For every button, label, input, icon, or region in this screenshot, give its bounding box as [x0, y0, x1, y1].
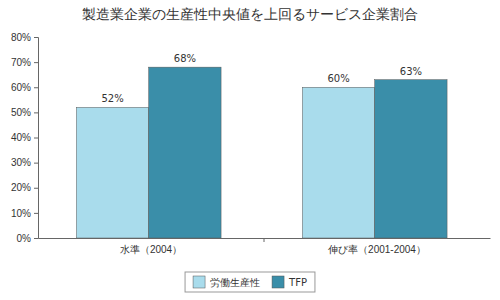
y-tick-mark	[34, 138, 38, 139]
data-label: 63%	[400, 66, 422, 77]
data-label: 60%	[327, 73, 349, 84]
y-tick-mark	[34, 213, 38, 214]
y-tick: 70%	[11, 57, 38, 68]
y-axis-line	[34, 38, 39, 239]
bar	[375, 80, 447, 238]
title: 製造業企業の生産性中央値を上回るサービス企業割合	[82, 6, 418, 22]
y-tick: 80%	[11, 32, 38, 43]
legend: 労働生産性 TFP	[185, 272, 315, 292]
data-label: 68%	[174, 53, 196, 64]
y-tick-mark	[34, 37, 38, 38]
y-tick-label: 70%	[11, 57, 31, 68]
y-tick-mark	[34, 188, 38, 189]
x-tick-label: 水準（2004）	[120, 244, 182, 255]
y-tick-label: 20%	[11, 182, 31, 193]
chart: 製造業企業の生産性中央値を上回るサービス企業割合 52% 60% 68% 63% 0% 10…	[0, 0, 500, 300]
y-tick: 50%	[11, 107, 38, 118]
y-tick-label: 50%	[11, 107, 31, 118]
y-tick: 0%	[17, 233, 38, 244]
legend-box	[185, 272, 315, 292]
y-tick-mark	[34, 112, 38, 113]
y-tick-mark	[34, 62, 38, 63]
data-labels: 52% 60% 68% 63%	[101, 53, 422, 104]
x-tick: 伸び率（2001-2004）	[328, 238, 426, 255]
y-tick: 20%	[11, 182, 38, 193]
y-tick-mark	[34, 163, 38, 164]
category-separator	[264, 238, 265, 242]
legend-swatch	[272, 276, 284, 288]
data-label: 52%	[101, 93, 123, 104]
bars	[76, 67, 447, 238]
legend-item: 労働生産性	[193, 276, 260, 288]
y-tick-label: 40%	[11, 132, 31, 143]
y-tick: 40%	[11, 132, 38, 143]
y-tick-label: 60%	[11, 82, 31, 93]
y-tick: 60%	[11, 82, 38, 93]
y-tick: 10%	[11, 208, 38, 219]
bar	[302, 87, 374, 238]
y-tick-label: 80%	[11, 32, 31, 43]
x-axis: 水準（2004） 伸び率（2001-2004）	[39, 238, 491, 255]
y-tick: 30%	[11, 157, 38, 168]
y-tick-mark	[34, 238, 38, 239]
bar	[149, 67, 221, 238]
bar	[76, 107, 148, 238]
legend-item: TFP	[272, 276, 307, 288]
y-tick-mark	[34, 87, 38, 88]
y-axis: 0% 10% 20% 30% 40% 50% 60% 70% 80%	[11, 32, 39, 244]
x-tick-label: 伸び率（2001-2004）	[328, 244, 426, 255]
x-tick: 水準（2004）	[120, 238, 182, 255]
y-tick-label: 30%	[11, 157, 31, 168]
legend-swatch	[193, 276, 205, 288]
legend-label: 労働生産性	[210, 277, 260, 288]
legend-label: TFP	[288, 277, 307, 288]
y-tick-label: 0%	[17, 233, 32, 244]
y-tick-label: 10%	[11, 208, 31, 219]
